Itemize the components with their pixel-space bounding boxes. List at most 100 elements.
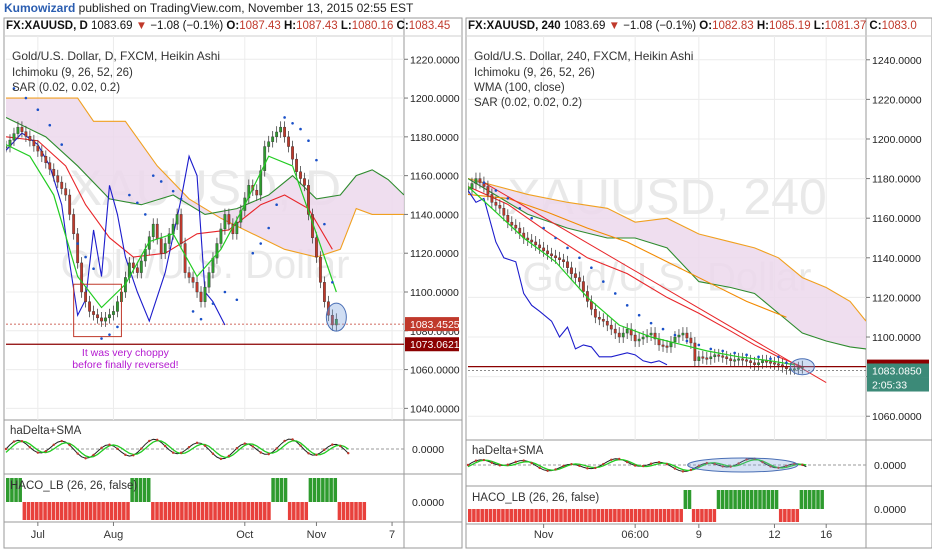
- candle-body: [100, 317, 103, 322]
- candle-body: [745, 359, 748, 362]
- haco-bar-down: [155, 502, 159, 520]
- haco-bar-down: [526, 509, 530, 522]
- publish-info: published on TradingView.com, November 1…: [75, 1, 414, 15]
- author-link[interactable]: Kumowizard: [4, 1, 76, 15]
- symbol-bar: FX:XAUUSD, 240 1083.69 ▼ −1.08 (−0.1%) O…: [468, 20, 917, 32]
- candle-body: [494, 202, 498, 206]
- price-tick-label: 1200.0000: [410, 93, 460, 105]
- haco-bar-down: [505, 509, 509, 522]
- hadelta-dot: [785, 464, 788, 468]
- hadelta-dot: [514, 460, 517, 464]
- time-tick-label: 12: [768, 529, 780, 541]
- annotation-text: before finally reversed!: [72, 359, 178, 371]
- candle-body: [554, 255, 557, 259]
- hadelta-dot: [745, 458, 748, 461]
- sar-dot: [84, 255, 87, 259]
- ichimoku-cloud: [6, 98, 404, 258]
- hadelta-dot: [148, 439, 151, 443]
- sar-dot: [323, 222, 326, 226]
- haco-bar-down: [671, 509, 675, 522]
- hadelta-line: [5, 438, 349, 460]
- candle-body: [323, 282, 326, 302]
- sar-dot: [12, 87, 16, 90]
- candle-body: [717, 354, 721, 357]
- haco-bar-down: [30, 502, 35, 520]
- haco-bar-down: [68, 502, 72, 520]
- candle-body: [546, 250, 549, 255]
- hadelta-dot: [689, 468, 693, 472]
- haco-bar-down: [608, 509, 613, 522]
- hadelta-dot: [347, 452, 350, 455]
- sar-dot: [745, 353, 748, 357]
- haco-bar-down: [163, 502, 168, 520]
- sar-dot: [291, 121, 294, 125]
- candle-body: [183, 243, 187, 273]
- candle-body: [574, 273, 577, 278]
- sar-dot: [299, 127, 302, 131]
- haco-bar-down: [555, 509, 559, 522]
- haco-bar-down: [575, 509, 580, 522]
- price-tick-label: 1160.0000: [872, 213, 921, 225]
- candle-body: [478, 178, 482, 183]
- candle-body: [657, 338, 661, 346]
- sar-dot: [649, 321, 653, 325]
- candle-body: [191, 277, 195, 283]
- publish-bar: Kumowizard published on TradingView.com,…: [0, 0, 932, 16]
- time-tick-label: Nov: [534, 529, 554, 541]
- time-tick-label: 9: [696, 529, 702, 541]
- haco-bar-up: [325, 478, 329, 502]
- candle-body: [155, 223, 159, 239]
- haco-bar-up: [716, 490, 721, 509]
- candle-body: [649, 332, 653, 336]
- price-label: 1073.0621: [410, 339, 460, 351]
- chart-panel-240[interactable]: FX:XAUUSD, 240 1083.69 ▼ −1.08 (−0.1%) O…: [465, 17, 932, 549]
- sar-dot: [625, 304, 629, 307]
- chart-panel-daily[interactable]: FX:XAUUSD, D 1083.69 ▼ −1.08 (−0.1%) O:1…: [3, 17, 463, 549]
- haco-bar-down: [592, 509, 596, 522]
- chart-title: Gold/U.S. Dollar, 240, FXCM, Heikin Ashi: [474, 49, 693, 63]
- hadelta-dot: [187, 445, 191, 449]
- haco-bar-up: [333, 478, 338, 502]
- price-tick-label: 1100.0000: [872, 332, 921, 344]
- hadelta-dot: [769, 465, 772, 468]
- sar-dot: [566, 246, 569, 250]
- price-tick-label: 1220.0000: [872, 94, 922, 106]
- hadelta-dot: [235, 447, 239, 450]
- haco-bar-down: [151, 502, 155, 520]
- sar-dot: [259, 242, 263, 245]
- hadelta-dot: [291, 438, 294, 441]
- haco-bar-up: [312, 478, 317, 502]
- senkou-span-b-line: [468, 178, 866, 322]
- hadelta-dot: [705, 461, 708, 465]
- haco-bar-down: [559, 509, 563, 522]
- haco-bar-down: [509, 509, 513, 522]
- choppy-zone-box: [73, 283, 122, 338]
- candle-body: [526, 237, 530, 241]
- study-legend: SAR (0.02, 0.02, 0.2): [12, 82, 120, 94]
- haco-bar-up: [774, 490, 779, 509]
- price-tick-label: 1140.0000: [410, 209, 459, 221]
- haco-bar-down: [596, 509, 601, 522]
- candle-body: [749, 360, 752, 363]
- candle-body: [474, 178, 478, 184]
- haco-bar-down: [234, 502, 238, 520]
- candle-body: [625, 328, 629, 334]
- candle-body: [661, 344, 665, 347]
- candle-body: [518, 227, 522, 234]
- haco-bar-down: [117, 502, 122, 520]
- subpane-axis-label: 0.0000: [412, 497, 444, 509]
- haco-bar-down: [88, 502, 93, 520]
- price-label: 1083.0850: [872, 366, 922, 378]
- haco-bar-down: [704, 509, 708, 522]
- haco-bar-down: [795, 509, 800, 522]
- haco-bar-up: [134, 478, 139, 502]
- candle-body: [287, 136, 290, 147]
- candle-body: [76, 233, 80, 264]
- candle-body: [633, 334, 637, 342]
- candle-body: [167, 233, 171, 244]
- chikou-span-line: [6, 132, 226, 326]
- price-label-box: [405, 317, 459, 332]
